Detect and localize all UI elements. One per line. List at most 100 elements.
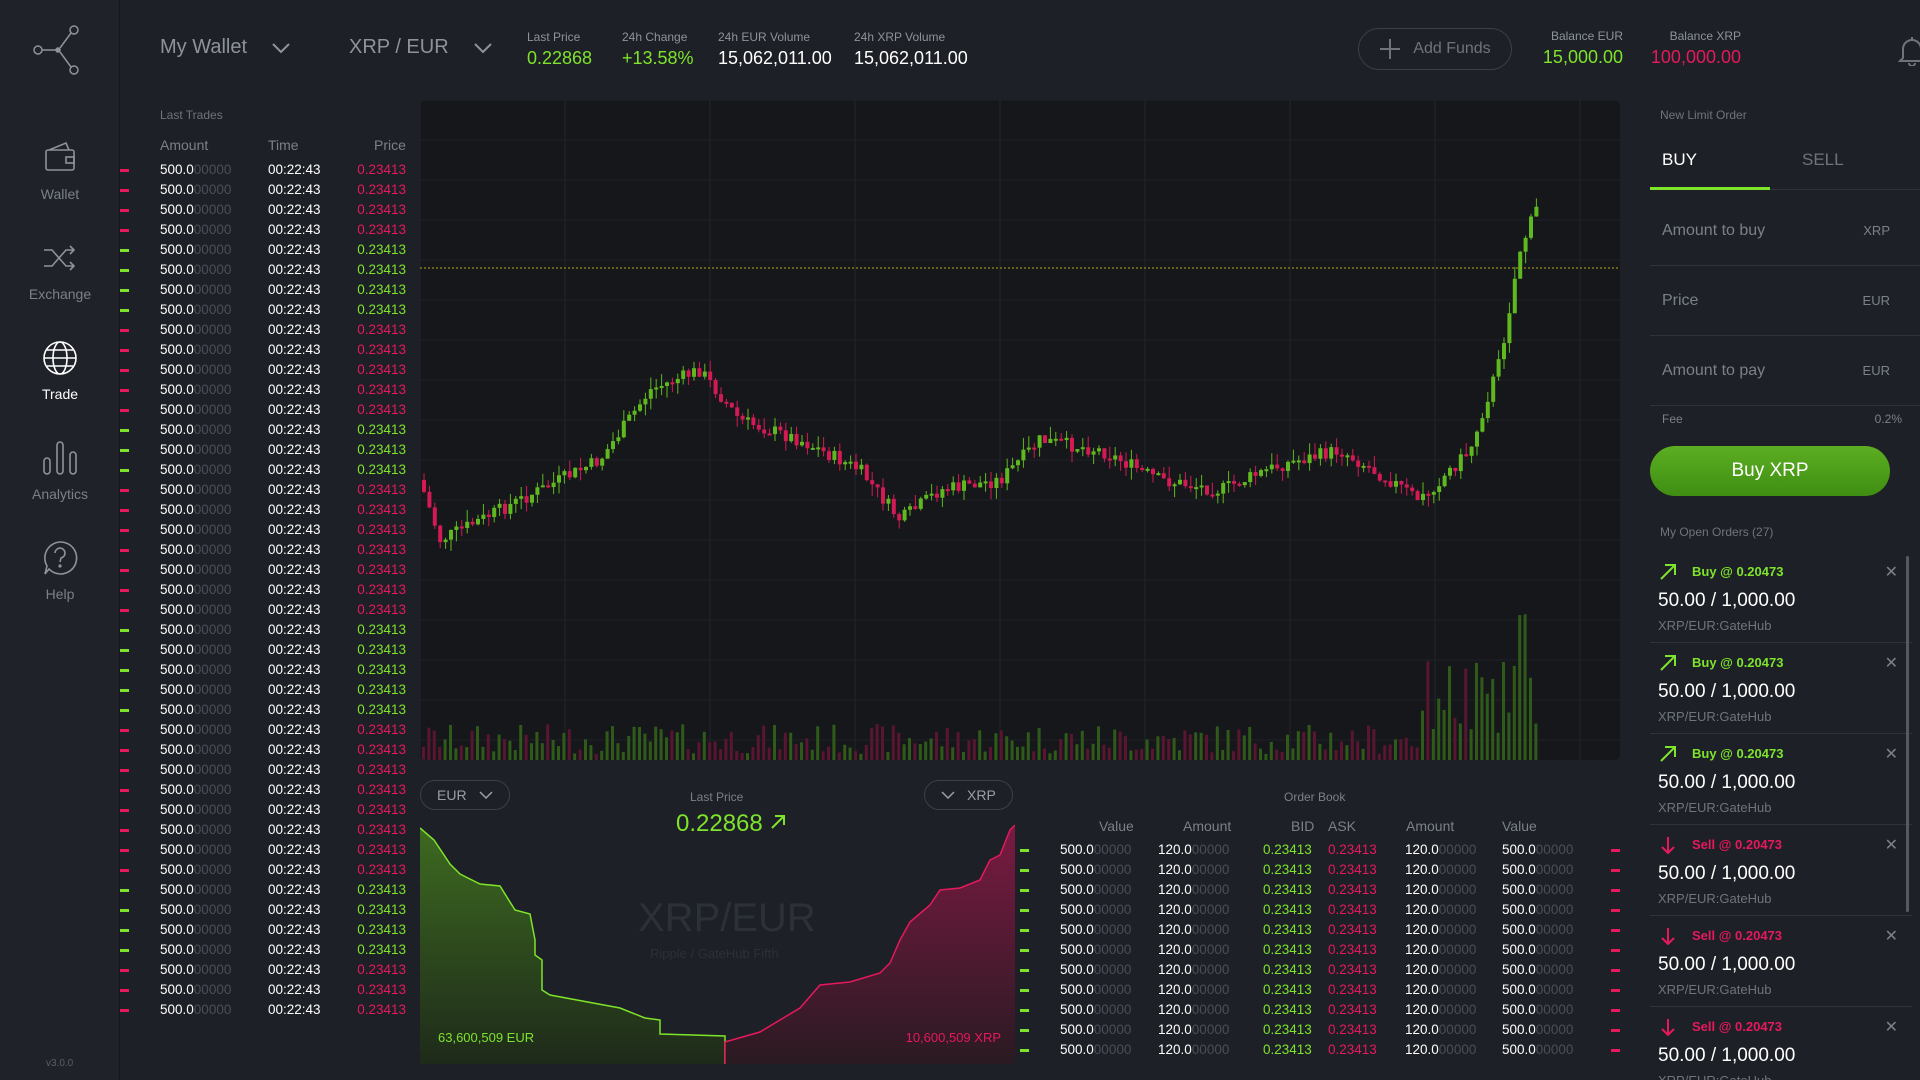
wallet-selector[interactable]: My Wallet xyxy=(160,36,291,59)
open-order-card[interactable]: Sell @ 0.20473 ✕ 50.00 / 1,000.00 XRP/EUR:G… xyxy=(1650,825,1912,916)
close-icon[interactable]: ✕ xyxy=(1884,928,1898,945)
open-order-card[interactable]: Buy @ 0.20473 ✕ 50.00 / 1,000.00 XRP/EUR:Ga… xyxy=(1650,643,1912,734)
order-book-row[interactable]: 500.000000 120.000000 0.23413 0.23413 120.00… xyxy=(1015,1040,1625,1060)
volume-bar xyxy=(951,747,955,760)
sidebar-item-exchange[interactable]: Exchange xyxy=(0,238,120,318)
logo-icon[interactable] xyxy=(30,22,86,78)
order-book-row[interactable]: 500.000000 120.000000 0.23413 0.23413 120.00… xyxy=(1015,880,1625,900)
candle-body xyxy=(897,514,902,521)
candle-body xyxy=(1372,467,1377,474)
order-book-row[interactable]: 500.000000 120.000000 0.23413 0.23413 120.00… xyxy=(1015,920,1625,940)
candle-body xyxy=(989,481,993,489)
open-order-pair: XRP/EUR:GateHub xyxy=(1658,800,1772,815)
base-currency-selector[interactable]: EUR xyxy=(420,780,510,810)
open-order-card[interactable]: Sell @ 0.20473 ✕ 50.00 / 1,000.00 XRP/EUR:G… xyxy=(1650,1007,1912,1080)
price-chart[interactable] xyxy=(420,100,1620,760)
trade-amount: 500.000000 xyxy=(160,602,232,617)
candle-body xyxy=(783,430,788,442)
sidebar-item-trade[interactable]: Trade xyxy=(0,338,120,418)
trade-row: 500.000000 00:22:43 0.23413 xyxy=(118,300,408,320)
candle-body xyxy=(778,426,783,431)
volume-bar xyxy=(1161,735,1165,760)
bid-value: 500.000000 xyxy=(1060,962,1132,977)
trade-row: 500.000000 00:22:43 0.23413 xyxy=(118,260,408,280)
tab-sell[interactable]: SELL xyxy=(1802,150,1844,169)
close-icon[interactable]: ✕ xyxy=(1884,1019,1898,1036)
trade-price: 0.23413 xyxy=(357,442,406,457)
open-order-card[interactable]: Buy @ 0.20473 ✕ 50.00 / 1,000.00 XRP/EUR:Ga… xyxy=(1650,552,1912,643)
amount-to-pay-input[interactable] xyxy=(1662,361,1842,380)
stat-label: 24h XRP Volume xyxy=(854,30,946,44)
volume-bar xyxy=(746,753,749,760)
volume-bar xyxy=(1415,747,1419,760)
order-book-row[interactable]: 500.000000 120.000000 0.23413 0.23413 120.00… xyxy=(1015,980,1625,1000)
candle-body xyxy=(821,447,826,452)
volume-bar xyxy=(1021,746,1025,760)
order-book-row[interactable]: 500.000000 120.000000 0.23413 0.23413 120.00… xyxy=(1015,1020,1625,1040)
volume-bar xyxy=(1188,734,1192,760)
bell-icon[interactable] xyxy=(1898,36,1920,66)
pair-selector[interactable]: XRP / EUR xyxy=(349,36,493,59)
order-book-row[interactable]: 500.000000 120.000000 0.23413 0.23413 120.00… xyxy=(1015,960,1625,980)
sidebar: Wallet Exchange Trade xyxy=(0,0,120,1080)
bid-price: 0.23413 xyxy=(1263,882,1312,897)
trade-side-marker xyxy=(120,309,129,312)
open-order-card[interactable]: Buy @ 0.20473 ✕ 50.00 / 1,000.00 XRP/EUR:Ga… xyxy=(1650,734,1912,825)
volume-bar xyxy=(540,743,544,760)
candle-body xyxy=(562,471,567,476)
price-input[interactable] xyxy=(1662,291,1842,310)
trade-side-marker xyxy=(120,869,129,872)
bid-total-label: 63,600,509 EUR xyxy=(438,1030,535,1045)
tab-buy[interactable]: BUY xyxy=(1650,146,1770,190)
volume-bar xyxy=(1232,751,1235,760)
sidebar-item-help[interactable]: Help xyxy=(0,538,120,618)
candle-body xyxy=(751,417,756,425)
ask-marker xyxy=(1611,929,1620,932)
trade-side-marker xyxy=(120,689,129,692)
quote-currency-selector[interactable]: XRP xyxy=(924,780,1013,810)
volume-bar xyxy=(1145,739,1149,760)
amount-to-buy-input[interactable] xyxy=(1662,221,1842,240)
candle-body xyxy=(837,450,842,465)
sidebar-item-analytics[interactable]: Analytics xyxy=(0,438,120,518)
open-orders-scrollbar[interactable] xyxy=(1906,556,1909,912)
candle-body xyxy=(929,493,934,496)
candle-body xyxy=(1226,481,1231,484)
volume-bar xyxy=(1496,732,1500,760)
order-book-row[interactable]: 500.000000 120.000000 0.23413 0.23413 120.00… xyxy=(1015,940,1625,960)
open-order-quantity: 50.00 / 1,000.00 xyxy=(1658,681,1796,702)
sidebar-item-wallet[interactable]: Wallet xyxy=(0,138,120,218)
candlestick-chart[interactable] xyxy=(420,100,1620,760)
ask-value: 500.000000 xyxy=(1502,1042,1574,1057)
open-order-side: Sell @ 0.20473 xyxy=(1692,837,1783,852)
close-icon[interactable]: ✕ xyxy=(1884,655,1898,672)
close-icon[interactable]: ✕ xyxy=(1884,837,1898,854)
volume-bar xyxy=(1064,733,1068,760)
candle-body xyxy=(1097,448,1101,452)
ask-marker xyxy=(1611,869,1620,872)
candle-body xyxy=(746,417,750,420)
order-book-row[interactable]: 500.000000 120.000000 0.23413 0.23413 120.00… xyxy=(1015,900,1625,920)
buy-xrp-button[interactable]: Buy XRP xyxy=(1650,446,1890,496)
order-book-row[interactable]: 500.000000 120.000000 0.23413 0.23413 120.00… xyxy=(1015,1000,1625,1020)
volume-bar xyxy=(1421,710,1424,760)
open-order-card[interactable]: Sell @ 0.20473 ✕ 50.00 / 1,000.00 XRP/EUR:G… xyxy=(1650,916,1912,1007)
trade-row: 500.000000 00:22:43 0.23413 xyxy=(118,960,408,980)
trade-amount: 500.000000 xyxy=(160,722,232,737)
volume-bar xyxy=(1356,741,1360,760)
order-book-row[interactable]: 500.000000 120.000000 0.23413 0.23413 120.00… xyxy=(1015,840,1625,860)
trade-price: 0.23413 xyxy=(357,662,406,677)
order-book-row[interactable]: 500.000000 120.000000 0.23413 0.23413 120.00… xyxy=(1015,860,1625,880)
candle-body xyxy=(1431,492,1436,495)
ask-amount: 120.000000 xyxy=(1405,862,1477,877)
close-icon[interactable]: ✕ xyxy=(1884,746,1898,763)
volume-bar xyxy=(648,741,652,760)
candle-body xyxy=(1329,447,1334,459)
close-icon[interactable]: ✕ xyxy=(1884,564,1898,581)
add-funds-button[interactable]: Add Funds xyxy=(1358,28,1512,70)
depth-chart-graph xyxy=(420,824,1015,1064)
trade-time: 00:22:43 xyxy=(268,202,321,217)
volume-bar xyxy=(1242,735,1246,760)
volume-bar xyxy=(578,749,582,760)
candle-body xyxy=(621,420,626,438)
